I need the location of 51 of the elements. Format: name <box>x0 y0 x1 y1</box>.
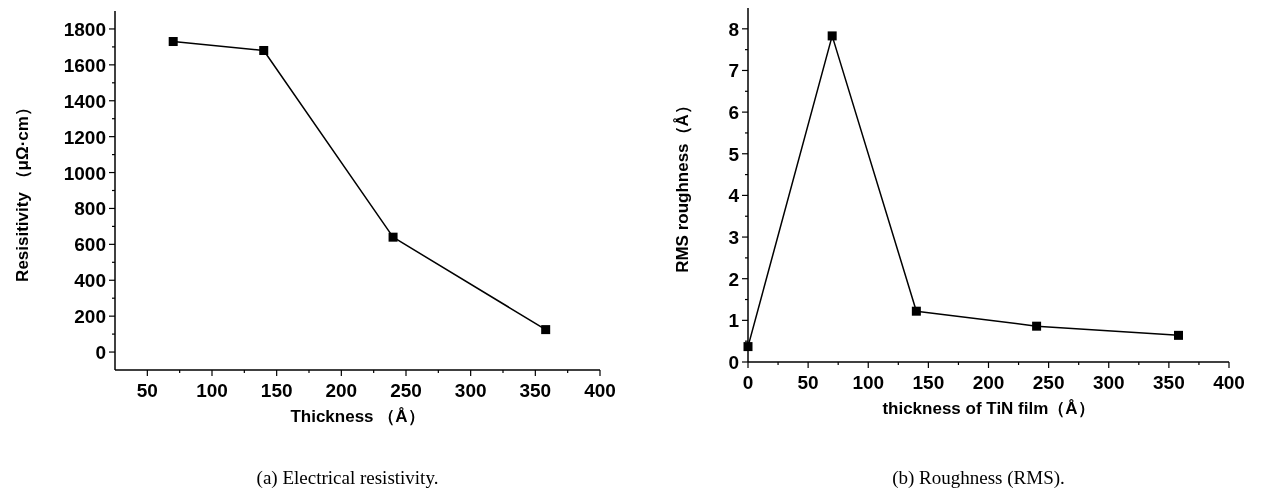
text: (a) Electrical resistivity. <box>256 467 439 489</box>
y-tick-label: 7 <box>728 60 739 82</box>
y-tick-label: 1 <box>728 310 740 332</box>
y-tick-label: 600 <box>74 234 106 256</box>
x-tick-label: 400 <box>1213 372 1245 393</box>
y-axis-title: RMS roughness（Å） <box>673 97 692 273</box>
x-tick-label: 400 <box>584 380 616 401</box>
y-tick-label: 0 <box>728 352 739 373</box>
x-tick-label: 300 <box>454 380 487 401</box>
text: (b) Roughness (RMS). <box>892 467 1065 489</box>
x-tick-label: 200 <box>325 380 358 401</box>
y-tick-label: 4 <box>728 185 740 207</box>
x-tick-label: 350 <box>1153 372 1185 393</box>
x-tick-label: 350 <box>519 380 552 401</box>
x-tick-label: 200 <box>972 372 1005 393</box>
point <box>911 306 921 316</box>
x-axis-title: thickness of TiN film（Å） <box>882 399 1095 418</box>
point <box>1173 330 1183 340</box>
x-tick-label: 100 <box>852 372 885 393</box>
y-tick-label: 1800 <box>63 18 106 40</box>
x-tick-label: 50 <box>136 380 158 401</box>
x-tick-label: 250 <box>390 380 422 401</box>
x-tick-label: 150 <box>260 380 293 401</box>
x-tick-label: 0 <box>742 372 754 393</box>
x-tick-label: 300 <box>1092 372 1125 393</box>
y-tick-label: 0 <box>95 342 106 364</box>
y-tick-label: 1400 <box>63 90 106 112</box>
y-tick-label: 1000 <box>63 162 106 184</box>
point <box>168 37 178 47</box>
y-tick-label: 1200 <box>63 126 106 148</box>
y-tick-label: 2 <box>728 268 739 290</box>
y-tick-label: 800 <box>74 198 106 220</box>
y-tick-label: 1600 <box>63 54 106 76</box>
point <box>1032 321 1042 331</box>
point <box>743 342 753 352</box>
y-tick-label: 5 <box>728 143 740 165</box>
y-tick-label: 8 <box>728 18 739 40</box>
y-axis-title: Resisitivity （μΩ·cm） <box>13 99 32 282</box>
x-tick-label: 250 <box>1032 372 1065 393</box>
point <box>541 325 551 335</box>
y-tick-label: 200 <box>74 306 106 328</box>
point <box>388 232 398 242</box>
x-tick-label: 100 <box>196 380 228 401</box>
y-tick-label: 6 <box>728 102 739 124</box>
x-tick-label: 50 <box>797 372 819 393</box>
y-tick-label: 3 <box>728 227 739 249</box>
point <box>259 45 269 55</box>
x-tick-label: 150 <box>912 372 945 393</box>
y-tick-label: 400 <box>74 270 106 292</box>
x-axis-title: Thickness （Å） <box>290 407 425 426</box>
point <box>827 31 837 41</box>
